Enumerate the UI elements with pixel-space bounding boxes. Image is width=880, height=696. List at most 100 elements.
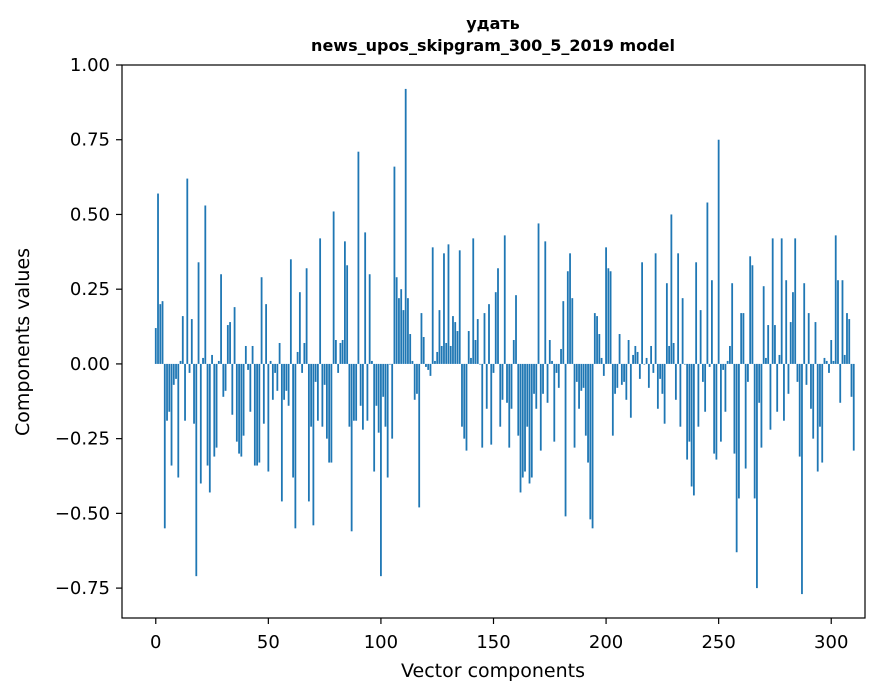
bar bbox=[819, 363, 821, 427]
bar bbox=[303, 342, 306, 364]
bar bbox=[427, 363, 430, 370]
bar bbox=[510, 363, 513, 409]
bar bbox=[679, 363, 682, 427]
bar bbox=[566, 271, 569, 364]
bar bbox=[591, 363, 594, 529]
x-axis-label: Vector components bbox=[401, 660, 585, 682]
bar bbox=[413, 363, 416, 400]
bar bbox=[837, 280, 839, 364]
bar bbox=[190, 319, 193, 364]
bar bbox=[789, 322, 792, 364]
bar bbox=[701, 363, 704, 382]
bar bbox=[699, 310, 702, 364]
bar bbox=[677, 253, 680, 364]
bar bbox=[220, 274, 222, 364]
bar bbox=[760, 363, 763, 448]
bar bbox=[663, 363, 666, 424]
bar bbox=[521, 363, 524, 478]
bar bbox=[321, 363, 324, 427]
bar bbox=[562, 301, 565, 364]
bar bbox=[238, 363, 240, 454]
bar bbox=[416, 363, 418, 394]
bar bbox=[720, 363, 722, 442]
bar bbox=[330, 363, 333, 463]
bar bbox=[832, 360, 835, 364]
plot-frame bbox=[121, 64, 866, 619]
bar bbox=[485, 363, 488, 409]
bar bbox=[814, 322, 817, 364]
bar bbox=[623, 363, 625, 382]
bar bbox=[407, 298, 409, 364]
bar bbox=[515, 295, 517, 364]
x-tick-label: 150 bbox=[476, 632, 510, 653]
bar bbox=[564, 363, 567, 517]
bar bbox=[301, 363, 304, 373]
bar bbox=[154, 328, 157, 364]
bar bbox=[371, 360, 373, 364]
bar bbox=[785, 280, 788, 364]
bar bbox=[638, 363, 641, 379]
bar bbox=[420, 313, 423, 364]
bar bbox=[353, 363, 355, 421]
bar bbox=[821, 363, 824, 463]
bar bbox=[312, 363, 315, 526]
bar bbox=[348, 363, 351, 427]
bar bbox=[380, 363, 382, 577]
bar bbox=[512, 340, 515, 364]
bar bbox=[262, 363, 265, 424]
bar bbox=[436, 351, 439, 364]
bar bbox=[395, 277, 398, 364]
bar bbox=[560, 348, 562, 364]
bar bbox=[481, 363, 484, 448]
bar bbox=[382, 363, 385, 397]
bar bbox=[377, 363, 380, 433]
bar bbox=[695, 262, 698, 364]
bar bbox=[231, 363, 234, 415]
bar bbox=[697, 363, 700, 427]
bar bbox=[625, 363, 628, 400]
bar bbox=[492, 363, 495, 373]
bar bbox=[828, 363, 830, 373]
bar bbox=[715, 363, 718, 460]
bar bbox=[647, 363, 650, 388]
bar bbox=[661, 363, 664, 394]
bar bbox=[632, 354, 634, 364]
bars-group bbox=[154, 88, 855, 595]
bar bbox=[409, 334, 412, 364]
bar bbox=[656, 363, 659, 409]
bar bbox=[447, 244, 450, 364]
bar bbox=[240, 363, 243, 457]
bar bbox=[850, 363, 853, 397]
bar bbox=[398, 298, 400, 364]
bar bbox=[285, 363, 288, 391]
bar bbox=[389, 363, 391, 365]
bar bbox=[843, 354, 846, 364]
bar bbox=[186, 178, 189, 364]
bar bbox=[292, 363, 295, 478]
bar bbox=[429, 363, 432, 376]
bar bbox=[681, 298, 684, 364]
bar bbox=[269, 360, 272, 364]
bar bbox=[249, 363, 252, 412]
bar bbox=[506, 363, 508, 403]
bar bbox=[319, 238, 322, 364]
bar bbox=[328, 363, 331, 463]
y-axis: 1.00 0.75 0.50 0.25 0.00 −0.25 −0.50 −0.75 bbox=[55, 55, 122, 599]
bar bbox=[733, 363, 736, 454]
bar bbox=[373, 363, 376, 472]
bar bbox=[188, 363, 191, 373]
bar bbox=[344, 241, 346, 364]
bar bbox=[479, 363, 481, 365]
bar bbox=[310, 363, 313, 427]
bar bbox=[357, 151, 360, 364]
bar bbox=[488, 304, 490, 364]
bar bbox=[483, 313, 486, 364]
bar bbox=[470, 357, 472, 364]
bar bbox=[258, 363, 261, 463]
bar bbox=[519, 363, 522, 493]
bar bbox=[848, 319, 851, 364]
bar bbox=[339, 342, 342, 364]
bar bbox=[711, 280, 713, 364]
bar bbox=[823, 357, 826, 364]
